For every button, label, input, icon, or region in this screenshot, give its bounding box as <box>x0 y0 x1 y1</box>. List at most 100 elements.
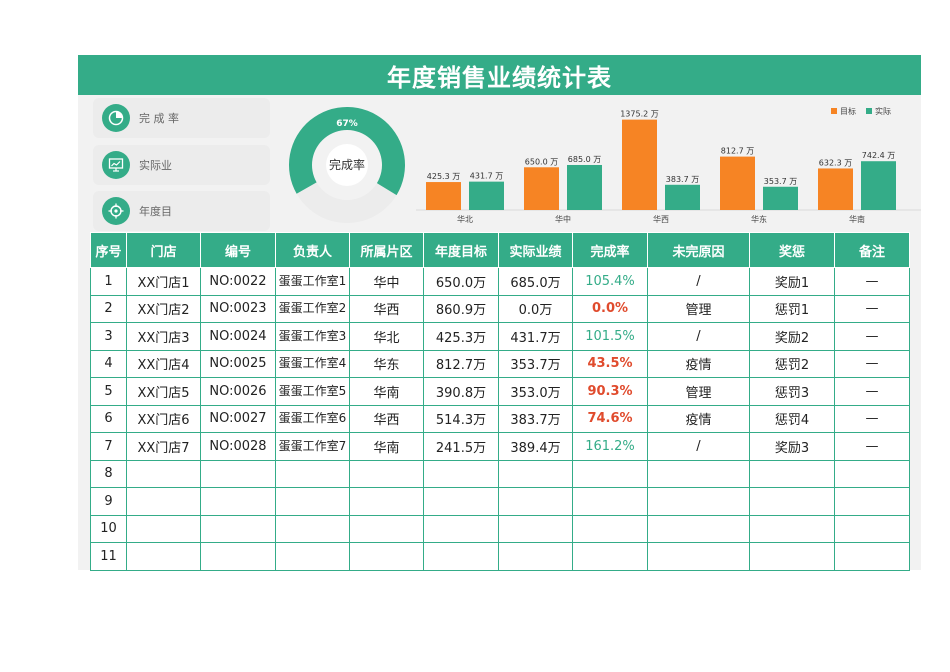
cell-target[interactable] <box>423 487 499 516</box>
cell-store[interactable]: XX门店5 <box>126 377 201 406</box>
cell-region[interactable]: 华北 <box>349 322 424 351</box>
cell-region[interactable] <box>349 542 424 571</box>
cell-reward[interactable]: 惩罚1 <box>749 294 835 323</box>
cell-completion[interactable]: 0.0% <box>572 294 648 323</box>
cell-reward[interactable] <box>749 514 835 543</box>
cell-index[interactable]: 1 <box>90 267 127 296</box>
cell-index[interactable]: 3 <box>90 322 127 351</box>
cell-index[interactable]: 6 <box>90 404 127 433</box>
cell-reward[interactable] <box>749 542 835 571</box>
col-header-completion[interactable]: 完成率 <box>572 232 648 268</box>
cell-manager[interactable] <box>275 514 350 543</box>
cell-index[interactable]: 10 <box>90 514 127 543</box>
cell-reason[interactable] <box>647 514 750 543</box>
cell-target[interactable]: 514.3万 <box>423 404 499 433</box>
col-header-region[interactable]: 所属片区 <box>349 232 424 268</box>
cell-completion[interactable] <box>572 542 648 571</box>
cell-completion[interactable] <box>572 514 648 543</box>
col-header-store[interactable]: 门店 <box>126 232 201 268</box>
cell-code[interactable]: NO:0024 <box>200 322 276 351</box>
cell-completion[interactable]: 90.3% <box>572 377 648 406</box>
cell-note[interactable]: — <box>834 349 910 378</box>
cell-region[interactable] <box>349 459 424 488</box>
cell-index[interactable]: 4 <box>90 349 127 378</box>
col-header-index[interactable]: 序号 <box>90 232 127 268</box>
cell-store[interactable] <box>126 514 201 543</box>
kpi-target-card[interactable]: 年度目 <box>93 191 270 231</box>
cell-actual[interactable]: 431.7万 <box>498 322 573 351</box>
cell-actual[interactable] <box>498 459 573 488</box>
cell-reason[interactable]: / <box>647 322 750 351</box>
cell-code[interactable] <box>200 487 276 516</box>
cell-region[interactable]: 华东 <box>349 349 424 378</box>
cell-note[interactable]: — <box>834 377 910 406</box>
cell-index[interactable]: 2 <box>90 294 127 323</box>
cell-store[interactable] <box>126 459 201 488</box>
col-header-actual[interactable]: 实际业绩 <box>498 232 573 268</box>
cell-manager[interactable]: 蛋蛋工作室1 <box>275 267 350 296</box>
cell-reward[interactable]: 惩罚3 <box>749 377 835 406</box>
cell-actual[interactable]: 353.0万 <box>498 377 573 406</box>
cell-reason[interactable] <box>647 487 750 516</box>
col-header-manager[interactable]: 负责人 <box>275 232 350 268</box>
cell-index[interactable]: 9 <box>90 487 127 516</box>
cell-target[interactable]: 650.0万 <box>423 267 499 296</box>
cell-code[interactable]: NO:0022 <box>200 267 276 296</box>
cell-actual[interactable]: 353.7万 <box>498 349 573 378</box>
cell-index[interactable]: 8 <box>90 459 127 488</box>
cell-reason[interactable]: / <box>647 267 750 296</box>
cell-index[interactable]: 11 <box>90 542 127 571</box>
col-header-reward[interactable]: 奖惩 <box>749 232 835 268</box>
cell-reward[interactable]: 惩罚4 <box>749 404 835 433</box>
col-header-code[interactable]: 编号 <box>200 232 276 268</box>
cell-target[interactable] <box>423 459 499 488</box>
cell-note[interactable]: — <box>834 404 910 433</box>
cell-target[interactable] <box>423 514 499 543</box>
cell-reward[interactable]: 奖励2 <box>749 322 835 351</box>
cell-reward[interactable]: 奖励3 <box>749 432 835 461</box>
cell-reward[interactable] <box>749 487 835 516</box>
cell-completion[interactable] <box>572 487 648 516</box>
cell-code[interactable]: NO:0026 <box>200 377 276 406</box>
col-header-reason[interactable]: 未完原因 <box>647 232 750 268</box>
cell-target[interactable]: 425.3万 <box>423 322 499 351</box>
col-header-target[interactable]: 年度目标 <box>423 232 499 268</box>
cell-store[interactable]: XX门店1 <box>126 267 201 296</box>
cell-reason[interactable]: 管理 <box>647 377 750 406</box>
cell-note[interactable] <box>834 514 910 543</box>
cell-note[interactable]: — <box>834 432 910 461</box>
cell-index[interactable]: 7 <box>90 432 127 461</box>
col-header-note[interactable]: 备注 <box>834 232 910 268</box>
cell-reward[interactable]: 奖励1 <box>749 267 835 296</box>
cell-note[interactable] <box>834 487 910 516</box>
cell-code[interactable]: NO:0028 <box>200 432 276 461</box>
cell-target[interactable]: 812.7万 <box>423 349 499 378</box>
cell-completion[interactable]: 74.6% <box>572 404 648 433</box>
cell-note[interactable] <box>834 542 910 571</box>
cell-target[interactable] <box>423 542 499 571</box>
cell-reason[interactable] <box>647 542 750 571</box>
cell-manager[interactable] <box>275 487 350 516</box>
cell-manager[interactable]: 蛋蛋工作室4 <box>275 349 350 378</box>
cell-store[interactable]: XX门店7 <box>126 432 201 461</box>
cell-store[interactable]: XX门店4 <box>126 349 201 378</box>
cell-completion[interactable]: 161.2% <box>572 432 648 461</box>
cell-store[interactable] <box>126 487 201 516</box>
cell-completion[interactable]: 101.5% <box>572 322 648 351</box>
cell-note[interactable]: — <box>834 322 910 351</box>
cell-code[interactable]: NO:0023 <box>200 294 276 323</box>
cell-region[interactable]: 华西 <box>349 404 424 433</box>
cell-index[interactable]: 5 <box>90 377 127 406</box>
cell-note[interactable]: — <box>834 267 910 296</box>
cell-store[interactable]: XX门店6 <box>126 404 201 433</box>
cell-code[interactable] <box>200 459 276 488</box>
cell-code[interactable] <box>200 542 276 571</box>
cell-actual[interactable] <box>498 487 573 516</box>
cell-manager[interactable]: 蛋蛋工作室5 <box>275 377 350 406</box>
kpi-completion-card[interactable]: 完 成 率 <box>93 98 270 138</box>
kpi-actual-card[interactable]: 实际业 <box>93 145 270 185</box>
cell-reason[interactable]: 疫情 <box>647 404 750 433</box>
cell-region[interactable]: 华中 <box>349 267 424 296</box>
cell-region[interactable] <box>349 514 424 543</box>
cell-store[interactable]: XX门店2 <box>126 294 201 323</box>
